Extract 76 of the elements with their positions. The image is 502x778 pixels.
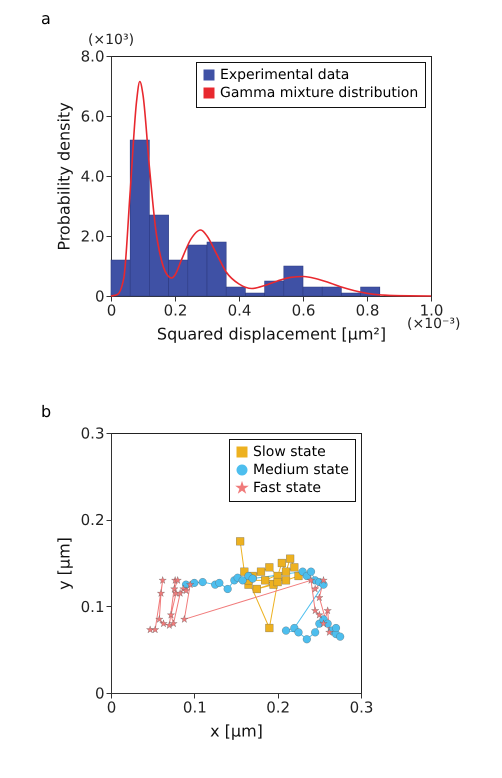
point [290,563,298,572]
point [324,606,332,614]
point [265,624,274,632]
point [286,554,294,563]
point [282,568,290,576]
legend-label: Medium state [253,462,349,478]
legend-label: Slow state [253,444,326,460]
point [326,628,334,636]
point [174,576,182,584]
y-tick-label: 0 [94,684,104,702]
point [248,574,257,583]
x-tick-label: 0 [106,302,116,320]
point [311,606,319,614]
point [302,635,311,644]
point [282,626,290,635]
point [320,620,328,627]
point [236,537,244,546]
point [274,578,282,586]
y-tick-label: 0.3 [80,424,104,442]
point [157,589,165,597]
point [332,624,340,632]
point [224,584,232,594]
legend-label: Experimental data [220,67,350,83]
y-tick-label: 0.2 [80,511,104,530]
text: (×10³) [88,32,134,48]
point [256,568,266,576]
point [307,576,315,584]
point [311,584,319,592]
point [306,568,316,576]
point [151,626,159,634]
point [182,586,190,594]
point [215,578,224,587]
point [186,580,194,588]
point [316,594,324,601]
legend-label: Gamma mixture distribution [220,85,418,101]
point [158,576,166,584]
point [294,628,303,636]
y-tick-label: 4.0 [80,168,104,186]
point [238,576,247,584]
x-tick-label: 0.8 [356,302,380,320]
x-tick-label: 0 [106,698,116,716]
point [170,620,178,627]
x-tick-label: 0.1 [182,698,207,716]
x-tick-label: 0.2 [164,302,188,320]
chart-title: b [41,402,52,421]
chart-title: a [41,9,51,28]
point [252,584,261,594]
y-tick-label: 0.1 [80,598,104,616]
x-axis-title: x [μm] [210,722,263,740]
x-tick-label: 0.6 [292,302,316,320]
x-axis-title: Squared displacement [μm²] [156,324,386,344]
x-tick-label: 0.4 [228,302,252,320]
point [278,558,286,568]
x-tick-label: 0.3 [350,698,374,716]
point [156,615,164,623]
y-axis-title: Probability density [54,102,74,251]
point [316,610,324,618]
y-tick-label: 0 [94,288,104,306]
point [336,632,344,641]
y-tick-label: 2.0 [80,228,104,246]
point [320,576,328,584]
point [160,620,168,627]
point [282,576,290,584]
x-tick-label: 0.2 [266,698,290,716]
point [180,615,188,623]
point [198,578,207,586]
y-tick-label: 8.0 [80,48,104,66]
point [261,576,270,584]
y-axis-title: y [μm] [54,537,74,590]
legend-label: Fast state [253,480,322,496]
point [167,610,175,618]
text: (×10⁻³) [407,316,460,332]
point [265,563,274,572]
point [176,589,184,597]
point [311,628,320,636]
y-tick-label: 6.0 [80,108,104,126]
